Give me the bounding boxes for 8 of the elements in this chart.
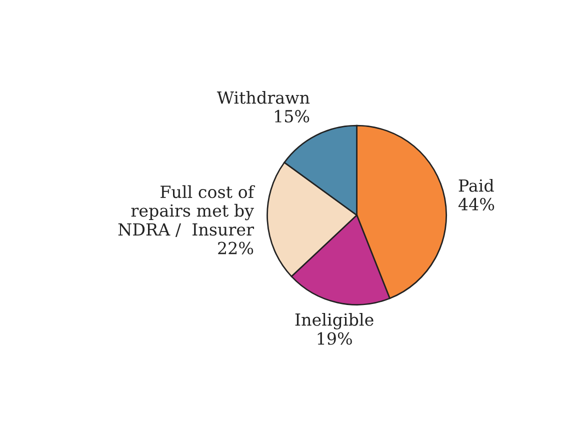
- slice-label: Full cost of repairs met by NDRA / Insurer: [118, 185, 256, 238]
- data-label: 22%: [218, 242, 254, 254]
- data-label: 15%: [275, 110, 310, 123]
- data-label: 19%: [318, 332, 352, 345]
- slice-label: Paid: [458, 178, 494, 192]
- data-label: 44%: [458, 198, 494, 211]
- slice-label: Ineligible: [295, 313, 374, 330]
- slice-label: Withdrawn: [216, 90, 310, 104]
